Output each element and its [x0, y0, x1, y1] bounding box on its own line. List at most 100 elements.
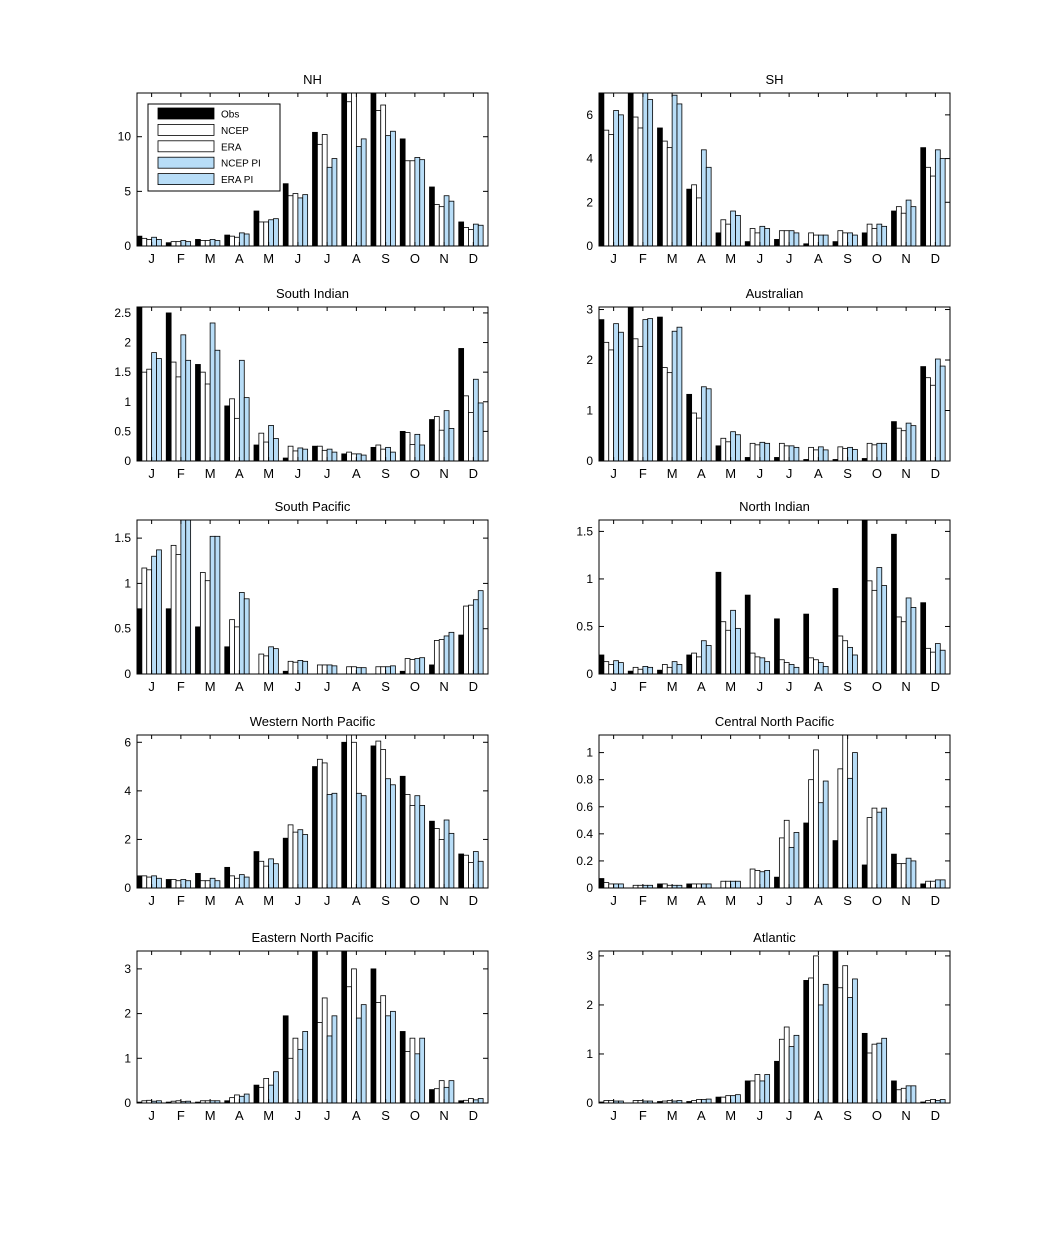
- x-tick-label: J: [786, 251, 793, 266]
- bar: [443, 1086, 450, 1104]
- bar: [390, 1010, 396, 1104]
- bar: [930, 384, 936, 462]
- bar: [258, 432, 265, 462]
- bar: [618, 883, 624, 889]
- x-tick-label: J: [757, 1108, 764, 1123]
- chart-title: NH: [303, 72, 322, 87]
- chart-title: Atlantic: [753, 930, 796, 945]
- bar: [180, 519, 187, 675]
- x-tick-label: M: [667, 679, 678, 694]
- bar: [321, 762, 328, 889]
- bar: [170, 241, 177, 247]
- chart-panel: Australian 0 1 2 3 J F M A M J J A S O N D: [586, 286, 951, 481]
- bar: [229, 1097, 235, 1104]
- x-tick-label: J: [786, 466, 793, 481]
- bar: [817, 802, 824, 889]
- bar: [676, 664, 683, 675]
- x-tick-label: N: [901, 1108, 910, 1123]
- x-tick-label: J: [324, 679, 331, 694]
- bar: [214, 240, 221, 247]
- bar: [788, 230, 795, 247]
- bar: [705, 1098, 712, 1104]
- bar: [302, 194, 309, 247]
- bar: [341, 453, 348, 462]
- chart-title: Western North Pacific: [250, 714, 376, 729]
- x-tick-label: J: [324, 251, 331, 266]
- bar: [700, 386, 707, 462]
- bar: [891, 533, 897, 675]
- bar: [448, 1080, 455, 1104]
- y-tick-label: 3: [586, 303, 593, 317]
- bar: [852, 654, 858, 675]
- bar: [385, 135, 391, 247]
- bar: [847, 646, 853, 675]
- bar: [195, 626, 201, 675]
- bar: [316, 445, 323, 462]
- x-tick-label: S: [843, 466, 852, 481]
- y-tick-label: 2.5: [114, 306, 131, 320]
- bar: [934, 643, 941, 675]
- bar: [312, 950, 318, 1104]
- bar: [316, 664, 323, 675]
- chart-title: Australian: [746, 286, 804, 301]
- bar: [735, 434, 741, 462]
- bar: [730, 1095, 736, 1104]
- bar: [268, 219, 274, 247]
- x-tick-label: A: [235, 251, 244, 266]
- y-tick-label: 1: [586, 746, 593, 760]
- chart-panel: NH 0 5 10 J F M A M J J A S O N D: [118, 72, 489, 266]
- x-tick-label: M: [725, 251, 736, 266]
- bar: [355, 667, 362, 675]
- x-tick-label: O: [410, 893, 420, 908]
- x-tick-label: A: [697, 466, 706, 481]
- bar: [632, 666, 639, 675]
- bar: [895, 616, 902, 675]
- bar: [788, 445, 795, 462]
- bar: [136, 875, 143, 889]
- bar: [803, 822, 810, 889]
- bar: [905, 1085, 912, 1104]
- chart-title: Central North Pacific: [715, 714, 835, 729]
- bar: [331, 665, 338, 675]
- bar: [297, 660, 304, 675]
- bar: [598, 654, 605, 675]
- x-tick-label: D: [469, 466, 478, 481]
- bar: [351, 453, 357, 462]
- x-tick-label: D: [469, 251, 478, 266]
- bar: [292, 831, 299, 889]
- plot-frame: [598, 306, 951, 462]
- bar: [866, 1052, 873, 1104]
- bar: [613, 110, 619, 247]
- y-tick-label: 2: [124, 1007, 131, 1021]
- bar: [637, 668, 644, 675]
- bar: [661, 664, 668, 675]
- bar: [657, 127, 663, 247]
- bar: [224, 646, 231, 675]
- bar: [199, 240, 206, 247]
- bar: [433, 828, 440, 889]
- chart-title: Eastern North Pacific: [251, 930, 374, 945]
- x-tick-label: D: [469, 893, 478, 908]
- bar: [647, 99, 654, 247]
- x-tick-label: S: [381, 679, 390, 694]
- bar: [463, 605, 469, 675]
- bar: [180, 879, 187, 889]
- bar: [939, 1099, 946, 1104]
- bar: [759, 1080, 766, 1104]
- bar: [764, 442, 771, 462]
- chart-panel: SH 0 2 4 6 J F M A M J J A S O N D: [586, 72, 951, 266]
- bar: [409, 805, 416, 889]
- bar: [910, 860, 917, 889]
- y-tick-label: 0.5: [114, 424, 131, 438]
- bar: [910, 425, 917, 462]
- bar: [939, 365, 946, 462]
- bar: [876, 567, 883, 675]
- bar: [671, 94, 678, 247]
- x-tick-label: N: [901, 679, 910, 694]
- bar: [156, 358, 162, 462]
- bar: [832, 588, 839, 675]
- bar: [326, 794, 333, 889]
- x-tick-label: F: [177, 679, 185, 694]
- x-tick-label: O: [872, 1108, 882, 1123]
- bar: [725, 629, 732, 675]
